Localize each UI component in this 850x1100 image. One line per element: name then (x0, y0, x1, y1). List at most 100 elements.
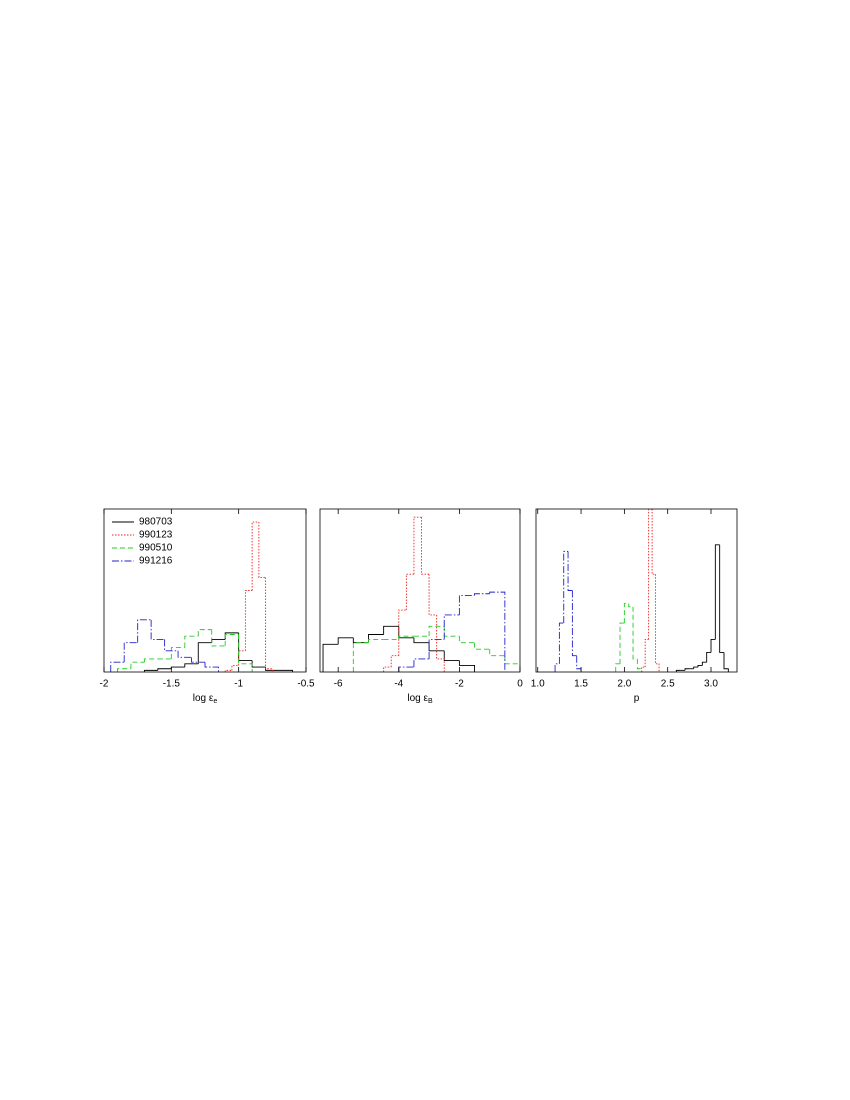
histogram-bin (413, 637, 430, 644)
x-tick-label: -4 (394, 679, 403, 690)
histogram-bin (458, 594, 475, 615)
histogram-bin (204, 662, 219, 672)
histogram-bin (714, 544, 720, 640)
histogram-bin (436, 614, 445, 672)
histogram-bin (684, 668, 690, 671)
histogram-bin (337, 637, 354, 645)
histogram-bin (421, 517, 430, 575)
histogram-bin (383, 666, 392, 672)
histogram-bin (398, 635, 414, 640)
histogram-bin (655, 574, 660, 672)
histogram-bin (251, 521, 259, 591)
histogram-bin (615, 663, 621, 672)
histogram-bin (619, 622, 625, 664)
histogram-bin (238, 634, 253, 672)
x-axis-label-subscript: e (213, 698, 217, 705)
histogram-bin (554, 663, 560, 672)
plot-area (554, 509, 729, 672)
panel: 1.0 1.5 2.0 2.5 3.0 p (531, 508, 738, 704)
histogram-bin (224, 669, 232, 672)
histogram-bin (710, 638, 716, 653)
histogram-bin (458, 660, 475, 672)
histogram-bin (224, 634, 239, 646)
histogram-bin (211, 638, 226, 643)
histogram-bin (150, 619, 165, 640)
x-tick-label: -1.5 (163, 679, 181, 690)
histogram-bin (170, 666, 185, 669)
histogram-bin (628, 603, 634, 608)
histogram-bin (143, 669, 158, 672)
x-axis-label-text: log ε (407, 693, 428, 704)
histogram-bin (265, 577, 273, 672)
plot-frame (535, 508, 738, 673)
histogram-bin (197, 629, 212, 637)
histogram-bin (413, 516, 422, 575)
x-axis-label: log εe (193, 693, 218, 705)
histogram-bin (368, 634, 384, 643)
x-tick-label: -6 (334, 679, 343, 690)
histogram-bin (489, 591, 506, 672)
x-tick-label: 2.0 (617, 679, 631, 690)
panel: -2 -1.5 -1 -0.5 log εe 980703 990123 990510 9912… (100, 508, 315, 705)
x-axis-label-text: log ε (193, 693, 214, 704)
histogram-bin (567, 551, 573, 591)
x-axis-label-subscript: B (428, 698, 433, 705)
x-axis-label: p (634, 693, 640, 704)
histogram-bin (352, 642, 369, 672)
plot-area (322, 516, 520, 672)
x-tick-label: 0 (517, 679, 523, 690)
histogram-bin (184, 635, 199, 648)
histogram-bin (197, 642, 212, 664)
histogram-bin (443, 626, 460, 637)
x-tick-label: -1 (234, 679, 243, 690)
histogram-bin (576, 655, 582, 672)
histogram-bin (489, 649, 505, 657)
panel: -6 -4 -2 0 log εB (319, 508, 523, 705)
histogram-bin (428, 625, 445, 637)
histogram-bin (458, 636, 475, 644)
histogram-bin (137, 619, 152, 643)
histogram-bin (719, 544, 725, 653)
histogram-bin (641, 666, 646, 672)
histogram-bin (398, 666, 414, 672)
histogram-bin (164, 639, 179, 652)
histogram-bin (130, 661, 145, 669)
histogram-bin (322, 643, 339, 672)
histogram-bin (258, 522, 266, 578)
histogram-bin (648, 509, 653, 640)
plot-frame (319, 508, 521, 673)
x-tick-label: -2 (455, 679, 464, 690)
legend-label: 990123 (139, 530, 173, 541)
histogram-bin (244, 590, 253, 651)
histogram-bin (251, 660, 266, 668)
histogram-bin (231, 665, 239, 671)
histogram-bin (474, 642, 490, 650)
histogram-bin (117, 668, 131, 672)
histogram-bin (170, 647, 185, 659)
histogram-bin (706, 651, 712, 663)
histogram-bin (636, 658, 643, 672)
x-tick-label: 1.5 (574, 679, 588, 690)
histogram-bin (701, 661, 707, 666)
plot-area (110, 521, 293, 672)
histogram-bin (723, 652, 729, 672)
legend-label: 991216 (139, 556, 173, 567)
histogram-bin (405, 573, 414, 611)
histogram-bin (157, 668, 172, 671)
x-tick-label: 2.5 (661, 679, 675, 690)
histogram-bin (184, 663, 199, 668)
histogram-bin (238, 650, 246, 666)
histogram-bin (428, 574, 437, 616)
histogram-bin (368, 638, 384, 643)
histogram-bin (428, 638, 445, 659)
histogram-bin (443, 614, 460, 640)
histogram-bin (644, 638, 649, 668)
plot-frame (103, 508, 307, 673)
x-axis-label: log εB (407, 693, 433, 705)
x-tick-label: 3.0 (704, 679, 718, 690)
x-tick-label: -0.5 (297, 679, 315, 690)
x-tick-label: -2 (100, 679, 109, 690)
histogram-bin (352, 637, 369, 644)
histogram-bin (110, 661, 125, 672)
